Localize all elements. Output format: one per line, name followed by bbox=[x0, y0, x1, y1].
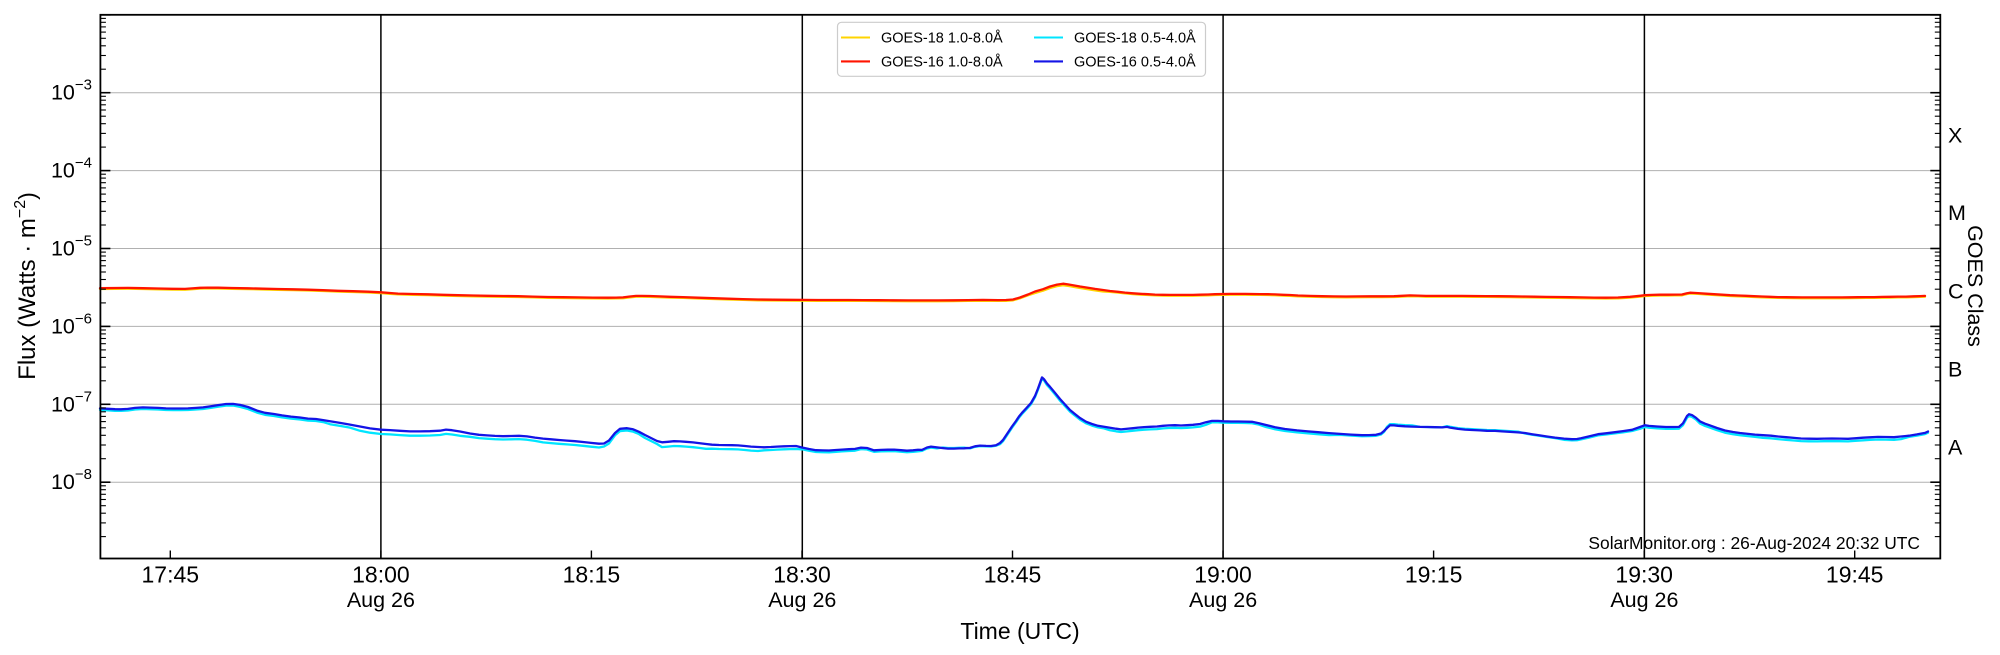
svg-text:17:45: 17:45 bbox=[142, 562, 200, 588]
svg-text:Time (UTC): Time (UTC) bbox=[960, 618, 1079, 644]
svg-text:GOES-16 1.0-8.0Å: GOES-16 1.0-8.0Å bbox=[881, 53, 1003, 70]
svg-text:GOES-16 0.5-4.0Å: GOES-16 0.5-4.0Å bbox=[1074, 53, 1196, 70]
svg-text:Aug 26: Aug 26 bbox=[1610, 588, 1678, 612]
svg-text:19:30: 19:30 bbox=[1615, 562, 1673, 588]
svg-text:Aug 26: Aug 26 bbox=[1189, 588, 1257, 612]
svg-text:19:00: 19:00 bbox=[1194, 562, 1252, 588]
svg-text:B: B bbox=[1948, 357, 1962, 381]
svg-text:C: C bbox=[1948, 280, 1964, 304]
svg-text:19:45: 19:45 bbox=[1826, 562, 1884, 588]
svg-text:SolarMonitor.org : 26-Aug-2024: SolarMonitor.org : 26-Aug-2024 20:32 UTC bbox=[1588, 533, 1920, 553]
svg-text:A: A bbox=[1948, 435, 1963, 459]
svg-text:Aug 26: Aug 26 bbox=[347, 588, 415, 612]
svg-text:GOES-18 0.5-4.0Å: GOES-18 0.5-4.0Å bbox=[1074, 29, 1196, 46]
svg-text:10−6: 10−6 bbox=[51, 310, 92, 338]
svg-text:18:00: 18:00 bbox=[352, 562, 410, 588]
svg-text:18:30: 18:30 bbox=[773, 562, 831, 588]
svg-text:Flux (Watts · m−2): Flux (Watts · m−2) bbox=[12, 192, 41, 380]
svg-text:18:45: 18:45 bbox=[984, 562, 1042, 588]
svg-text:Aug 26: Aug 26 bbox=[768, 588, 836, 612]
svg-text:19:15: 19:15 bbox=[1405, 562, 1463, 588]
svg-text:18:15: 18:15 bbox=[563, 562, 621, 588]
svg-text:X: X bbox=[1948, 123, 1962, 147]
svg-text:GOES-18 1.0-8.0Å: GOES-18 1.0-8.0Å bbox=[881, 29, 1003, 46]
svg-text:GOES Class: GOES Class bbox=[1963, 225, 1987, 347]
svg-text:M: M bbox=[1948, 201, 1966, 225]
